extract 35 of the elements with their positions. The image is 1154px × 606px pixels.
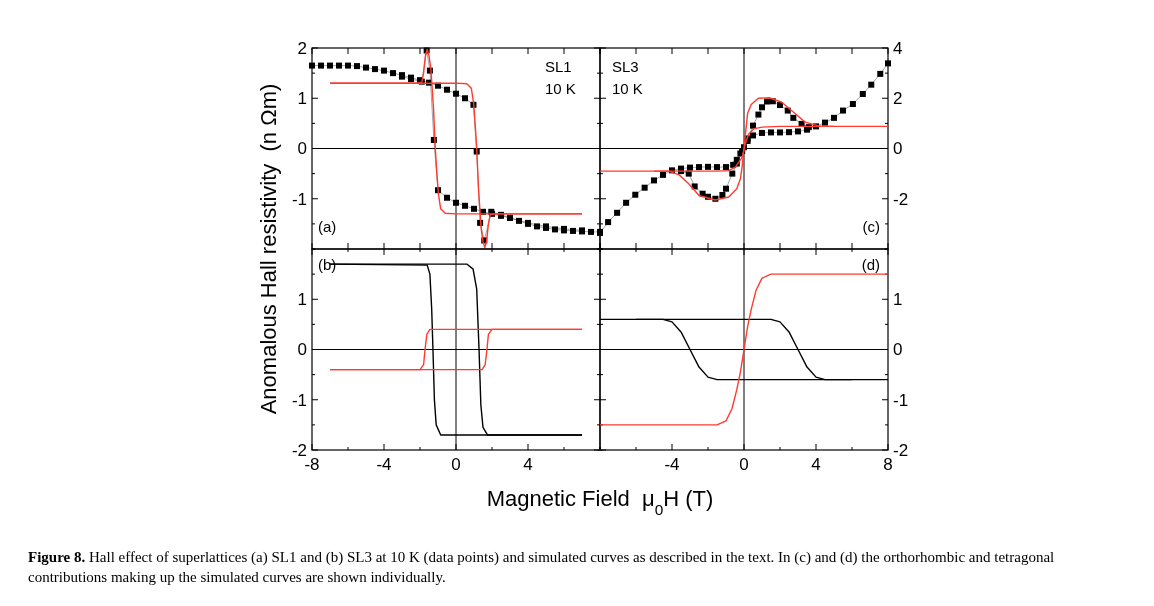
y-tick-label: -2 (291, 440, 307, 460)
y2-tick-label: 0 (893, 340, 903, 360)
x-tick-label: -8 (304, 455, 320, 474)
annotation: SL3 (612, 58, 639, 75)
annotation: (b) (318, 256, 337, 273)
y2-tick-label: 1 (893, 290, 903, 310)
y-tick-label: -1 (291, 390, 307, 410)
y-tick-label: 1 (297, 89, 307, 109)
annotation: SL1 (545, 58, 572, 75)
y2-tick-label: -1 (893, 390, 909, 410)
x-tick-label: 0 (739, 455, 749, 474)
annotation: (a) (318, 218, 337, 235)
y-tick-label: 0 (297, 340, 307, 360)
y2-tick-label: 0 (893, 139, 903, 159)
y2-tick-label: 4 (893, 38, 903, 58)
y-axis-title: Anomalous Hall resistivity (n Ωm) (256, 83, 281, 415)
y2-tick-label: -2 (893, 189, 909, 209)
x-tick-label: 0 (451, 455, 461, 474)
y-tick-label: -1 (291, 189, 307, 209)
caption: Figure 8. Hall effect of superlattices (a) SL1 and (b) SL3 at 10 K (data points) and simulated curves as described in the text. In (c) and (d) the orthorhombic and tetragonal contributions making up the simulated curves are shown individually. (28, 549, 1055, 585)
x-tick-label: -4 (664, 455, 680, 474)
y2-tick-label: 2 (893, 89, 903, 109)
annotation: (c) (862, 218, 880, 235)
x-axis-title: Magnetic Field μ$_{0}$H (T) (486, 486, 714, 518)
x-tick-label: 4 (523, 455, 533, 474)
y-tick-label: 2 (297, 38, 307, 58)
y-tick-label: 0 (297, 139, 307, 159)
annotation: 10 K (612, 80, 643, 97)
x-tick-label: 8 (883, 455, 893, 474)
y2-tick-label: -2 (893, 440, 909, 460)
x-tick-label: -4 (376, 455, 392, 474)
annotation: 10 K (545, 80, 576, 97)
annotation: (d) (861, 256, 880, 273)
y-tick-label: 1 (297, 290, 307, 310)
x-tick-label: 4 (811, 455, 821, 474)
